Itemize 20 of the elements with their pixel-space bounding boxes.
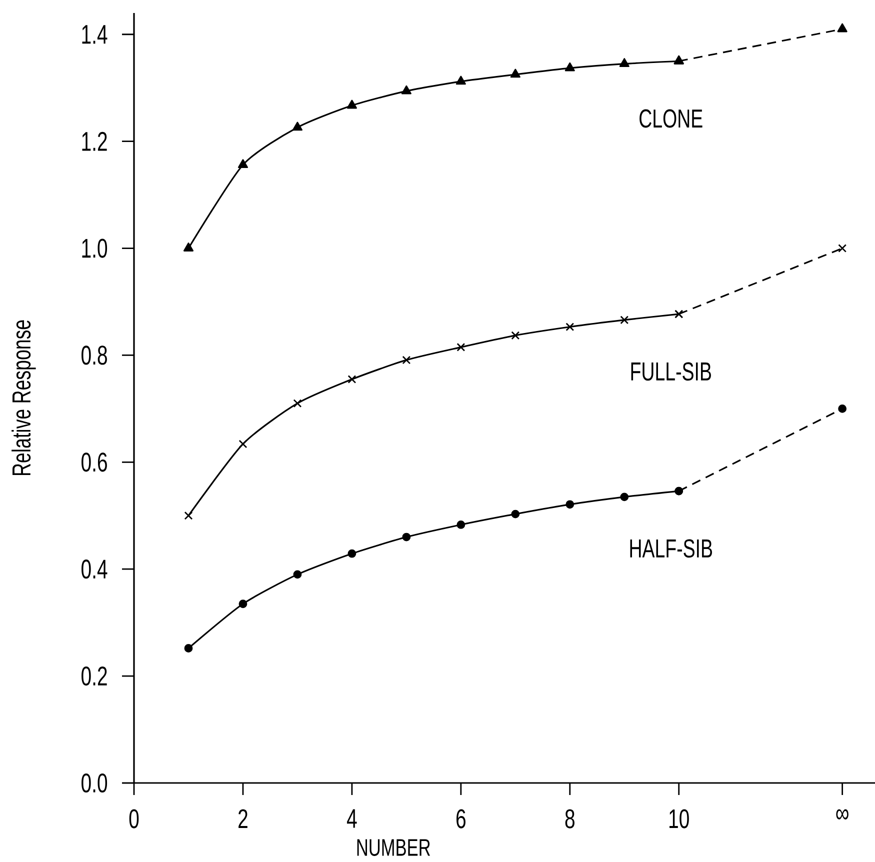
y-tick-label: 1.2	[82, 132, 107, 151]
series-label: HALF-SIB	[630, 539, 712, 558]
y-tick-label: 0.8	[82, 346, 107, 365]
y-tick-label: 1.4	[82, 25, 108, 44]
y-tick-label: 0.2	[82, 666, 107, 686]
x-axis-title: NUMBER	[357, 839, 430, 856]
y-axis-title: Relative Response	[12, 320, 36, 476]
x-tick-label: 10	[670, 809, 689, 828]
x-tick-label: 8	[565, 809, 574, 828]
series-label: CLONE	[640, 109, 702, 128]
x-tick-label: 4	[346, 809, 357, 828]
x-tick-label: ∞	[836, 809, 848, 820]
x-tick-label: 6	[456, 809, 466, 828]
y-tick-label: 1.0	[82, 238, 108, 258]
x-tick-label: 2	[238, 809, 248, 828]
x-tick-label: 0	[129, 809, 139, 828]
y-tick-label: 0.0	[82, 773, 108, 793]
y-tick-label: 0.4	[82, 560, 108, 579]
y-tick-label: 0.6	[82, 452, 107, 472]
series-label: FULL-SIB	[631, 362, 711, 381]
